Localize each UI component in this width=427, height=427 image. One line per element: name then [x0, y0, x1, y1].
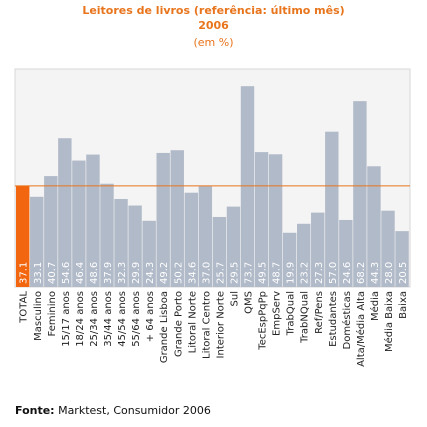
value-label-21: 27.3	[314, 262, 325, 284]
bar-20	[297, 223, 311, 287]
value-label-9: 24.3	[145, 262, 156, 284]
chart-unit: (em %)	[193, 36, 234, 49]
category-label-23: Domésticas	[341, 291, 353, 349]
bar-4	[72, 160, 86, 287]
bars	[16, 86, 409, 287]
bar-23	[339, 219, 353, 287]
bar-26	[381, 210, 395, 287]
bar-2	[44, 176, 58, 287]
value-label-5: 48.6	[89, 262, 100, 284]
value-label-11: 50.2	[173, 262, 184, 284]
bar-9	[142, 220, 156, 287]
category-label-22: Estudantes	[328, 291, 339, 347]
bar-3	[58, 138, 72, 287]
category-label-11: Grande Porto	[173, 291, 184, 357]
category-label-26: Média Baixa	[383, 291, 395, 352]
bar-0	[16, 185, 30, 287]
category-label-21: Ref/Pens	[314, 291, 325, 334]
category-label-6: 35/44 anos	[103, 291, 114, 347]
value-label-15: 29.5	[229, 262, 240, 284]
category-label-19: TrabQual	[286, 291, 297, 336]
bar-24	[353, 101, 367, 287]
category-label-0: TOTAL	[19, 291, 30, 324]
bar-10	[156, 152, 170, 287]
value-label-25: 44.3	[370, 262, 381, 284]
category-label-14: Interior Norte	[215, 291, 226, 358]
value-label-6: 37.9	[103, 262, 114, 284]
category-label-20: TrabNQual	[300, 291, 311, 344]
value-label-1: 33.1	[33, 262, 44, 284]
value-label-20: 23.2	[300, 262, 311, 284]
value-label-18: 48.7	[272, 262, 283, 284]
category-label-15: Sul	[229, 291, 240, 306]
category-label-25: Média	[369, 291, 381, 321]
category-label-12: Litoral Norte	[187, 291, 198, 353]
bar-7	[114, 198, 128, 287]
bar-18	[268, 154, 283, 287]
category-label-8: 55/64 anos	[131, 291, 142, 347]
value-labels: 37.1 33.1 40.7 54.6 46.4 48.6 37.9 32.3 29.9 24.3…	[19, 262, 409, 284]
source-label: Fonte:	[15, 404, 55, 417]
source-note: Fonte: Marktest, Consumidor 2006	[15, 404, 211, 417]
category-labels: TOTAL Masculino Feminino 15/17 anos 18/24 an…	[19, 291, 409, 367]
source-text: Marktest, Consumidor 2006	[54, 404, 211, 417]
bar-21	[311, 212, 325, 287]
category-label-27: Baixa	[398, 291, 409, 319]
value-label-3: 54.6	[61, 262, 72, 284]
category-label-9: + 64 anos	[145, 291, 156, 342]
bar-chart: 37.1 33.1 40.7 54.6 46.4 48.6 37.9 32.3 29.9 24.3…	[14, 68, 411, 367]
value-label-10: 49.2	[159, 262, 170, 284]
category-label-2: Feminino	[47, 291, 58, 336]
category-label-3: 15/17 anos	[61, 291, 72, 347]
value-label-19: 19.9	[286, 262, 297, 284]
bar-22	[325, 131, 339, 287]
value-label-23: 24.6	[342, 262, 353, 284]
bar-27	[395, 231, 409, 287]
bar-16	[240, 86, 255, 287]
value-label-12: 34.6	[187, 262, 198, 284]
bar-12	[184, 192, 198, 287]
bar-5	[86, 154, 100, 287]
category-label-18: EmpServ	[272, 291, 283, 336]
value-label-13: 37.0	[201, 262, 212, 284]
category-label-10: Grande Lisboa	[159, 291, 170, 363]
chart-title: Leitores de livros (referência: último m…	[82, 4, 345, 17]
category-label-4: 18/24 anos	[75, 291, 86, 347]
bar-25	[367, 166, 381, 287]
value-label-22: 57.0	[328, 262, 339, 284]
value-label-7: 32.3	[117, 262, 128, 284]
value-label-27: 20.5	[398, 262, 409, 284]
value-label-8: 29.9	[131, 262, 142, 284]
value-label-17: 49.5	[258, 262, 269, 284]
bar-15	[226, 206, 241, 287]
bar-8	[128, 205, 142, 287]
bar-1	[30, 196, 44, 287]
category-label-7: 45/54 anos	[117, 291, 128, 347]
value-label-24: 68.2	[356, 262, 367, 284]
value-label-4: 46.4	[75, 262, 86, 284]
category-label-5: 25/34 anos	[89, 291, 100, 347]
chart-subtitle: 2006	[198, 19, 229, 32]
value-label-2: 40.7	[47, 262, 58, 284]
value-label-16: 73.7	[244, 262, 255, 284]
category-label-1: Masculino	[33, 291, 44, 341]
category-label-24: Alta/Média Alta	[355, 291, 367, 367]
bar-11	[170, 150, 184, 287]
bar-19	[282, 232, 297, 287]
value-label-14: 25.7	[215, 262, 226, 284]
value-label-0: 37.1	[19, 262, 30, 284]
bar-6	[100, 183, 114, 287]
bar-13	[198, 186, 213, 287]
category-label-16: QMS	[244, 291, 255, 314]
bar-14	[212, 216, 227, 287]
category-label-13: Litoral Centro	[201, 291, 212, 359]
category-label-17: TecEspPqPp	[258, 291, 269, 351]
value-label-26: 28.0	[384, 262, 395, 284]
